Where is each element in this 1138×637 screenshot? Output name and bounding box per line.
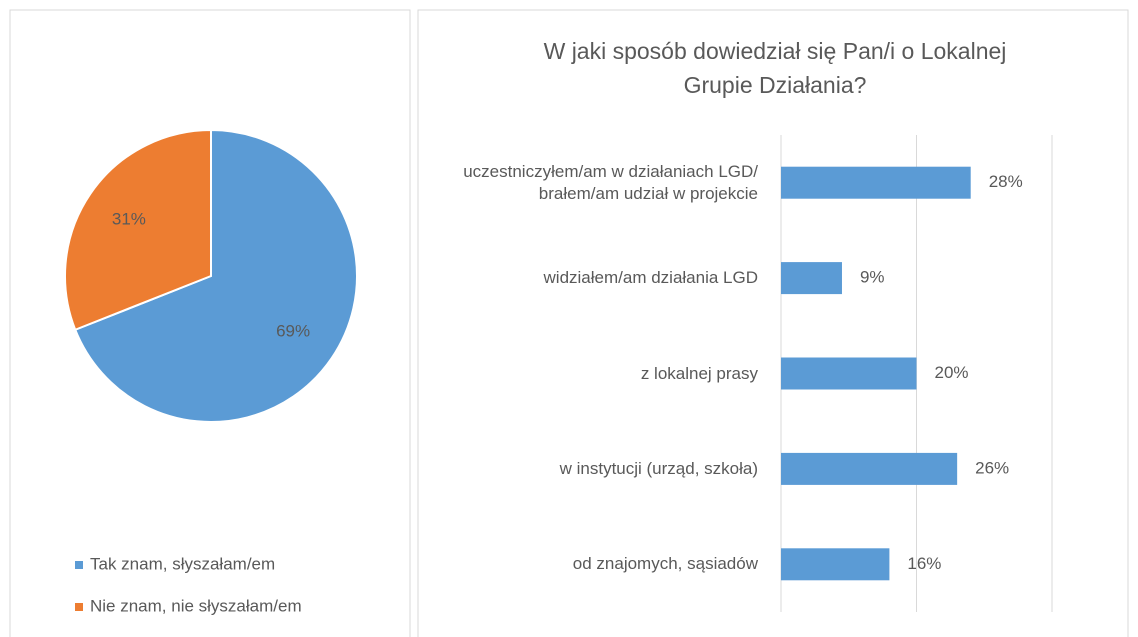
bar: [781, 452, 958, 485]
data-label: 9%: [860, 268, 885, 287]
legend-label: Tak znam, słyszałam/em: [90, 554, 275, 573]
bar: [781, 357, 917, 390]
legend-label: Nie znam, nie słyszałam/em: [90, 596, 302, 615]
data-label: 26%: [975, 458, 1009, 477]
data-label: 31%: [112, 210, 146, 229]
bar: [781, 548, 890, 581]
pie-slice: [64, 128, 212, 332]
y-tick-label: z lokalnej prasy: [640, 363, 758, 383]
pie-slice: [73, 128, 358, 423]
y-tick-label: uczestniczyłem/am w działaniach LGD/ bra…: [463, 161, 758, 203]
y-tick-label: od znajomych, sąsiadów: [572, 554, 758, 574]
data-label: 20%: [935, 363, 969, 382]
chart-title: W jaki sposób dowiedział się Pan/i o Lok…: [543, 38, 1007, 98]
y-tick-label: widziałem/am działania LGD: [543, 268, 758, 288]
legend-swatch: [75, 603, 83, 611]
y-tick-label: w instytucji (urząd, szkoła): [559, 458, 758, 478]
data-label: 16%: [907, 554, 941, 573]
legend-swatch: [75, 561, 83, 569]
panel: [9, 9, 411, 637]
bar: [781, 166, 971, 199]
bar: [781, 262, 842, 295]
panel: [417, 9, 1129, 637]
data-label: 69%: [276, 321, 310, 340]
data-label: 28%: [989, 172, 1023, 191]
